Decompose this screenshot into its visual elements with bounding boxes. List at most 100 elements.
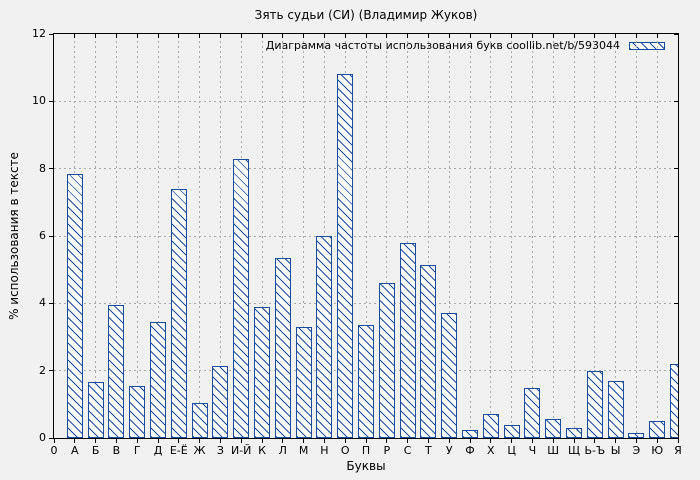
x-tick-label: Д <box>153 444 163 457</box>
x-tick-label: М <box>298 444 309 457</box>
bar-Ы <box>607 380 624 438</box>
x-tick-label: Т <box>425 444 432 457</box>
x-tick-label: А <box>71 444 79 457</box>
tick-mark <box>615 439 617 443</box>
tick-mark <box>594 34 596 38</box>
vgrid-line <box>365 36 367 438</box>
tick-mark <box>511 34 513 38</box>
tick-mark <box>115 439 117 443</box>
tick-mark <box>677 439 679 443</box>
vgrid-line <box>511 36 513 438</box>
x-tick-label: Б <box>91 444 100 457</box>
x-tick-label: Ю <box>651 444 664 457</box>
tick-mark <box>53 439 55 443</box>
tick-mark <box>386 34 388 38</box>
tick-mark <box>261 439 263 443</box>
vgrid-line <box>407 36 409 438</box>
bar-В <box>108 305 125 438</box>
tick-mark <box>95 34 97 38</box>
tick-mark <box>157 34 159 38</box>
x-tick-label: Ж <box>193 444 206 457</box>
legend-swatch <box>629 41 665 50</box>
x-tick-label: К <box>258 444 266 457</box>
vgrid-line <box>677 36 678 438</box>
tick-mark <box>240 439 242 443</box>
bar-З <box>212 365 229 438</box>
bar-К <box>254 306 270 438</box>
tick-mark <box>674 34 678 35</box>
x-tick-label: Н <box>320 444 329 457</box>
vgrid-line <box>282 36 284 438</box>
tick-mark <box>407 439 409 443</box>
x-tick-label: Л <box>278 444 287 457</box>
vgrid-line <box>136 36 138 438</box>
tick-mark <box>74 439 76 443</box>
x-tick-label: Щ <box>567 444 581 457</box>
tick-mark <box>49 235 53 237</box>
tick-mark <box>511 439 513 443</box>
bar-Р <box>378 283 395 438</box>
tick-mark <box>469 34 471 38</box>
tick-mark <box>199 34 201 38</box>
x-tick-label: Х <box>487 444 495 457</box>
vgrid-line <box>656 36 658 438</box>
tick-mark <box>635 34 637 38</box>
y-tick-label: 4 <box>39 296 46 310</box>
bar-Ц <box>503 424 520 438</box>
tick-mark <box>199 439 201 443</box>
vgrid-line <box>157 36 159 438</box>
tick-mark <box>635 439 637 443</box>
x-tick-label: Ф <box>465 444 475 457</box>
tick-mark <box>573 439 575 443</box>
bar-О <box>337 74 354 438</box>
x-tick-label: И-Й <box>230 444 252 457</box>
x-tick-label: О <box>340 444 350 457</box>
tick-mark <box>261 34 263 38</box>
tick-mark <box>552 439 554 443</box>
tick-mark <box>490 439 492 443</box>
bar-Е-Ё <box>170 188 187 438</box>
tick-mark <box>427 34 429 38</box>
tick-mark <box>531 439 533 443</box>
x-tick-label: Ч <box>528 444 537 457</box>
tick-mark <box>303 439 305 443</box>
vgrid-line <box>490 36 492 438</box>
tick-mark <box>49 33 53 35</box>
x-tick-label: Я <box>674 444 682 457</box>
vgrid-line <box>448 36 450 438</box>
bar-Щ <box>566 427 582 438</box>
bar-Ю <box>649 421 666 438</box>
tick-mark <box>74 34 76 38</box>
x-tick-label: З <box>216 444 224 457</box>
tick-mark <box>115 34 117 38</box>
tick-mark <box>178 34 180 38</box>
tick-mark <box>469 439 471 443</box>
x-tick-label: 0 <box>50 444 58 457</box>
tick-mark <box>178 439 180 443</box>
vgrid-line <box>261 36 263 438</box>
tick-mark <box>157 439 159 443</box>
bar-Х <box>482 414 499 438</box>
tick-mark <box>674 302 678 304</box>
tick-mark <box>365 439 367 443</box>
chart-title: Зять судьи (СИ) (Владимир Жуков) <box>254 8 478 22</box>
x-axis-label: Буквы <box>346 459 386 473</box>
tick-mark <box>49 370 53 372</box>
tick-mark <box>365 34 367 38</box>
legend-label: Диаграмма частоты использования букв coo… <box>265 39 620 52</box>
tick-mark <box>49 302 53 304</box>
y-tick-label: 12 <box>32 27 46 40</box>
vgrid-line <box>573 36 575 438</box>
y-tick-label: 8 <box>39 161 46 175</box>
tick-mark <box>407 34 409 38</box>
vgrid-line <box>635 36 637 438</box>
tick-mark <box>282 34 284 38</box>
tick-mark <box>427 439 429 443</box>
tick-mark <box>344 34 346 38</box>
x-tick-label: Ш <box>547 444 560 457</box>
bar-П <box>358 325 374 438</box>
y-tick-label: 2 <box>39 363 46 377</box>
bar-Д <box>150 321 166 438</box>
bar-Т <box>420 264 437 438</box>
